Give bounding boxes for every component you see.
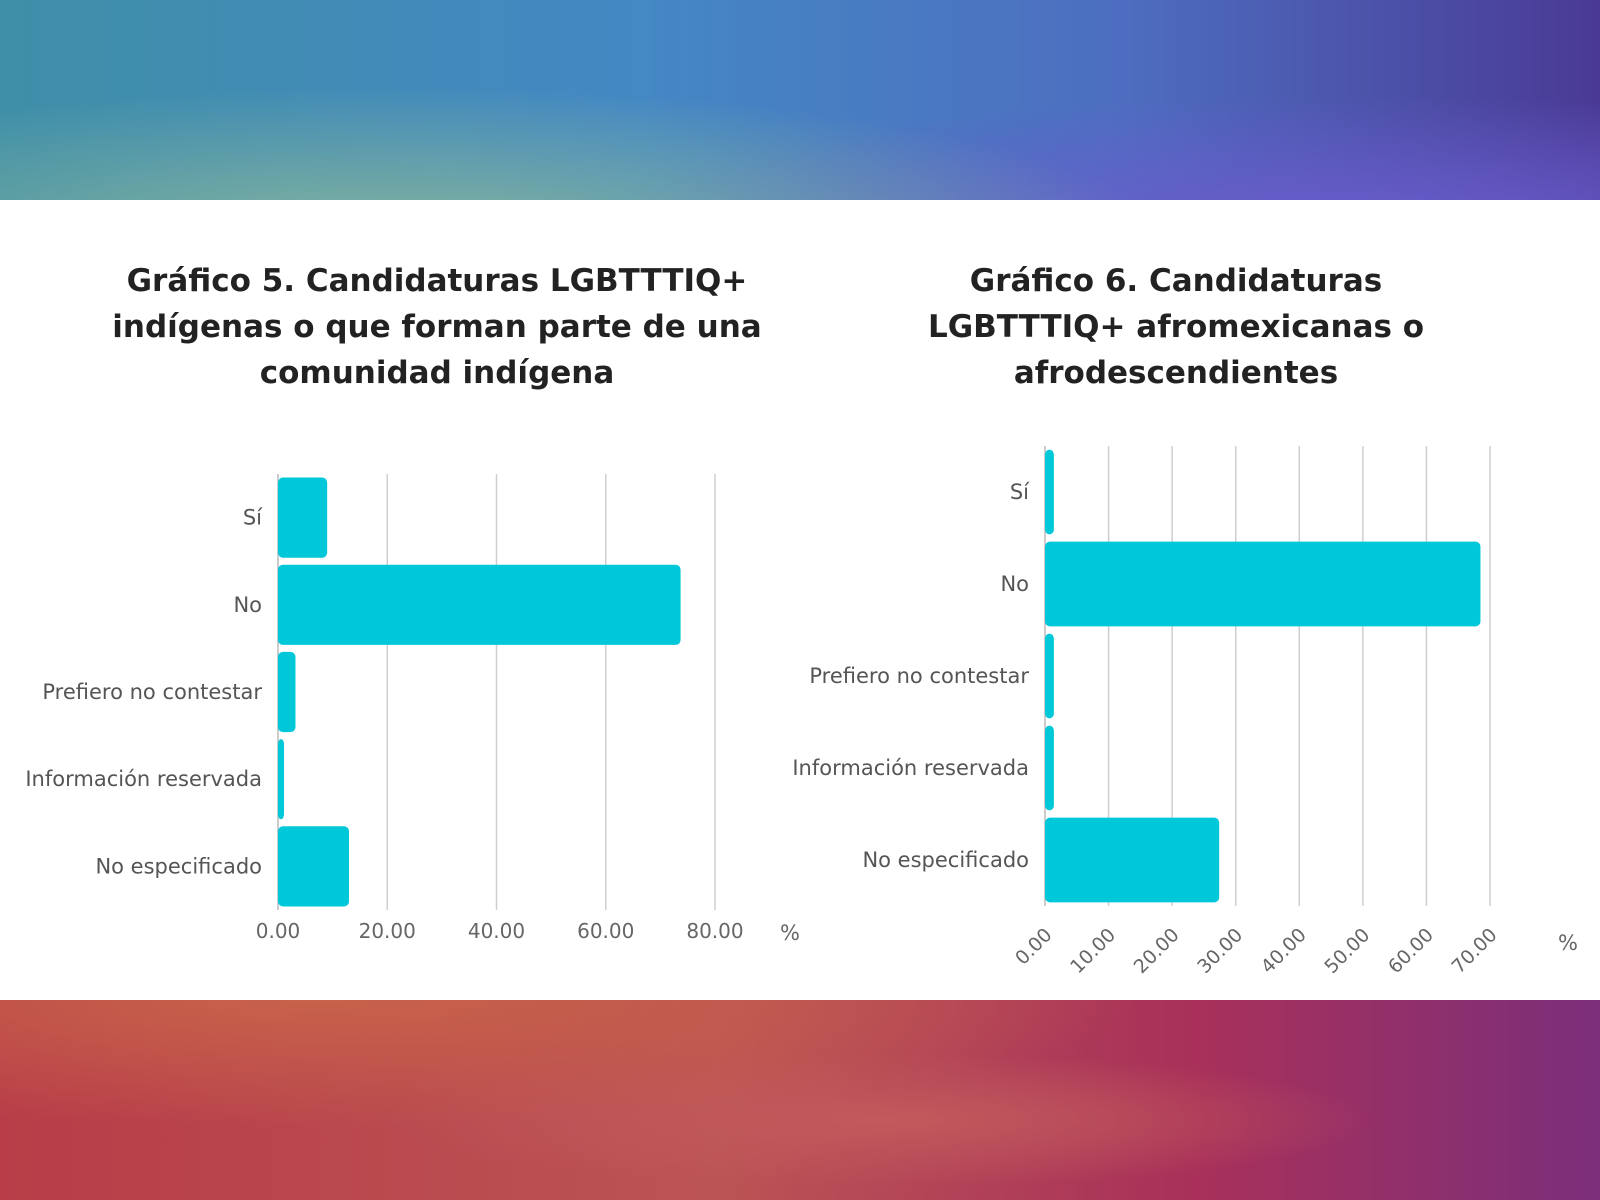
chart-6-x-tick-label: 40.00 bbox=[1257, 924, 1311, 978]
chart-6-category-label: Información reservada bbox=[792, 756, 1029, 780]
chart-5-bar bbox=[278, 826, 350, 907]
chart-6-x-tick-label: 20.00 bbox=[1130, 924, 1184, 978]
chart-6-x-tick-label: 0.00 bbox=[1011, 924, 1056, 969]
chart-6-bar bbox=[1045, 725, 1054, 811]
chart-6-category-label: Sí bbox=[1010, 480, 1030, 504]
chart-6-x-tick-label: 50.00 bbox=[1320, 924, 1374, 978]
chart-6-x-axis-label: % bbox=[1558, 931, 1578, 955]
chart-6-x-tick-label: 30.00 bbox=[1193, 924, 1247, 978]
chart-5-bar bbox=[278, 651, 296, 733]
chart-5-bar bbox=[278, 564, 681, 645]
chart-5-bar bbox=[278, 477, 328, 558]
chart-6-bar bbox=[1045, 817, 1220, 903]
chart-5-x-tick-label: 60.00 bbox=[577, 919, 634, 943]
decorative-gradient-bottom bbox=[0, 1000, 1600, 1200]
chart-5-x-tick-label: 20.00 bbox=[359, 919, 416, 943]
chart-6-x-tick-label: 70.00 bbox=[1448, 924, 1502, 978]
chart-6-category-label: No especificado bbox=[862, 848, 1029, 872]
chart-6-bar bbox=[1045, 449, 1054, 535]
chart-5-bar bbox=[278, 739, 285, 820]
chart-6-category-label: Prefiero no contestar bbox=[809, 664, 1029, 688]
chart-5-x-tick-label: 40.00 bbox=[468, 919, 525, 943]
chart-5-title: Gráfico 5. Candidaturas LGBTTTIQ+ indíge… bbox=[112, 263, 762, 391]
chart-6-x-tick-label: 60.00 bbox=[1384, 924, 1438, 978]
chart-5-category-label: Prefiero no contestar bbox=[42, 680, 262, 704]
chart-6-bar bbox=[1045, 633, 1054, 719]
chart-5-category-label: Sí bbox=[243, 506, 263, 530]
chart-5-category-label: No especificado bbox=[95, 854, 262, 878]
chart-5-category-label: Información reservada bbox=[25, 767, 262, 791]
chart-6-x-tick-label: 10.00 bbox=[1066, 924, 1120, 978]
chart-6-category-label: No bbox=[1000, 572, 1029, 596]
chart-6-bar bbox=[1045, 541, 1481, 627]
chart-5-x-tick-label: 80.00 bbox=[686, 919, 743, 943]
chart-6-title: Gráfico 6. Candidaturas LGBTTTIQ+ afrome… bbox=[927, 263, 1425, 391]
decorative-gradient-top bbox=[0, 0, 1600, 200]
chart-5-x-axis-label: % bbox=[780, 921, 800, 945]
chart-5-category-label: No bbox=[233, 593, 262, 617]
chart-5-x-tick-label: 0.00 bbox=[256, 919, 301, 943]
